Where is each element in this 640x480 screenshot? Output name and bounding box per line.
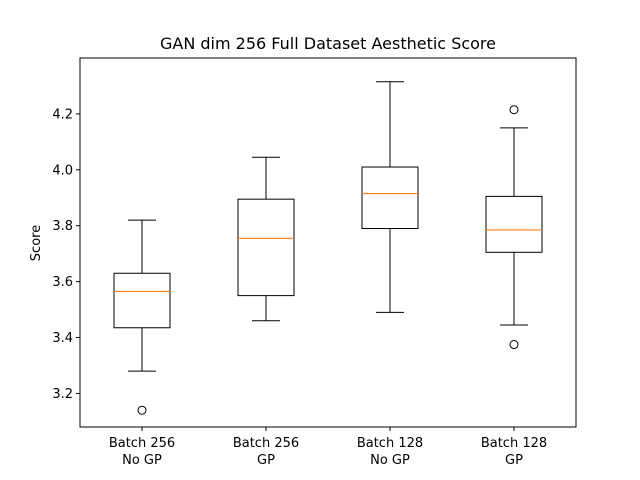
box <box>237 198 295 297</box>
x-tick-label: No GP <box>122 453 162 468</box>
x-tick-label: Batch 256 <box>233 436 299 451</box>
x-tick-label: Batch 256 <box>109 436 175 451</box>
y-tick-label: 3.4 <box>52 331 73 346</box>
outlier-point <box>137 405 147 415</box>
outlier-point <box>509 340 519 350</box>
box <box>361 166 419 230</box>
outlier-point <box>509 105 519 115</box>
y-axis-label: Score <box>29 225 44 261</box>
y-tick-label: 3.2 <box>52 387 73 402</box>
x-tick-label: GP <box>505 453 523 468</box>
plot-frame <box>79 57 577 428</box>
plot-area: 3.2 3.4 3.6 3.8 4.0 4.2 Batch 256 No GP Batch 25… <box>52 81 547 468</box>
x-tick-label: Batch 128 <box>357 436 423 451</box>
y-tick-label: 3.8 <box>52 219 73 234</box>
box <box>485 195 543 253</box>
box <box>113 272 171 329</box>
y-tick-label: 3.6 <box>52 275 73 290</box>
y-tick-label: 4.2 <box>52 107 73 122</box>
x-tick-label: Batch 128 <box>481 436 547 451</box>
x-tick-label: No GP <box>370 453 410 468</box>
y-tick-label: 4.0 <box>52 163 73 178</box>
x-tick-label: GP <box>257 453 275 468</box>
chart-title: GAN dim 256 Full Dataset Aesthetic Score <box>160 34 496 53</box>
